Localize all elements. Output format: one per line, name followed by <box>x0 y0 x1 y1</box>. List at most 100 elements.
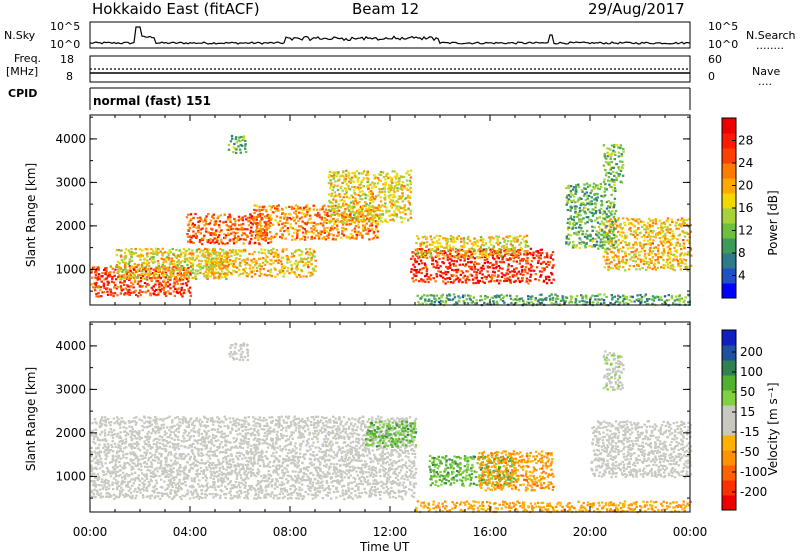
data-cell <box>652 239 655 242</box>
data-cell <box>634 241 638 244</box>
data-cell <box>312 225 315 228</box>
data-cell <box>540 298 543 301</box>
data-cell <box>96 490 99 493</box>
data-cell <box>550 271 553 275</box>
data-cell <box>495 250 498 253</box>
data-cell <box>165 274 169 277</box>
data-cell <box>147 430 150 433</box>
data-cell <box>633 225 636 228</box>
data-cell <box>660 242 663 245</box>
data-cell <box>676 218 680 221</box>
data-cell <box>187 213 190 216</box>
data-cell <box>140 436 144 439</box>
data-cell <box>649 244 652 247</box>
data-cell <box>457 235 461 238</box>
data-cell <box>660 298 663 302</box>
data-cell <box>574 210 577 213</box>
data-cell <box>138 430 141 433</box>
data-cell <box>200 254 204 257</box>
data-cell <box>215 259 218 262</box>
data-cell <box>601 241 604 244</box>
data-cell <box>592 188 596 191</box>
data-cell <box>158 446 161 449</box>
data-cell <box>228 219 232 222</box>
data-cell <box>612 256 615 259</box>
data-cell <box>224 220 228 223</box>
data-cell <box>470 253 474 256</box>
data-cell <box>357 193 360 197</box>
data-cell <box>550 281 553 284</box>
data-cell <box>629 229 633 232</box>
data-cell <box>119 436 123 439</box>
data-cell <box>371 220 375 223</box>
data-cell <box>263 252 266 255</box>
data-cell <box>591 237 595 240</box>
data-cell <box>605 236 609 239</box>
data-cell <box>160 492 164 495</box>
data-cell <box>243 228 247 231</box>
data-cell <box>322 237 325 240</box>
data-cell <box>336 172 339 175</box>
data-cell <box>161 473 164 476</box>
data-cell <box>141 477 144 480</box>
data-cell <box>146 248 149 251</box>
data-cell <box>252 266 255 269</box>
data-cell <box>531 295 534 298</box>
data-cell <box>219 265 222 268</box>
data-cell <box>656 232 659 235</box>
data-cell <box>526 301 529 304</box>
data-cell <box>535 266 539 269</box>
data-cell <box>147 283 150 287</box>
data-cell <box>673 255 676 258</box>
data-cell <box>169 278 172 281</box>
data-cell <box>138 418 141 421</box>
data-cell <box>492 237 495 240</box>
data-cell <box>97 268 100 271</box>
nsky-label: N.Sky <box>4 29 36 42</box>
data-cell <box>611 210 614 213</box>
data-cell <box>591 240 595 243</box>
data-cell <box>342 215 345 218</box>
data-cell <box>129 285 133 288</box>
data-cell <box>574 299 578 302</box>
data-cell <box>461 296 465 299</box>
data-cell <box>248 242 251 245</box>
data-cell <box>471 256 475 259</box>
data-cell <box>123 258 126 261</box>
data-cell <box>668 231 671 234</box>
data-cell <box>127 262 131 266</box>
data-cell <box>369 193 373 196</box>
data-cell <box>616 297 620 300</box>
data-cell <box>272 236 275 239</box>
data-cell <box>585 191 589 194</box>
data-cell <box>128 267 132 270</box>
data-cell <box>167 257 171 260</box>
data-cell <box>472 296 475 299</box>
data-cell <box>99 451 103 454</box>
data-cell <box>121 488 125 491</box>
data-cell <box>673 269 676 272</box>
data-cell <box>130 437 134 441</box>
data-cell <box>128 274 131 277</box>
data-cell <box>155 430 158 433</box>
data-cell <box>470 274 474 277</box>
data-cell <box>97 452 100 456</box>
data-cell <box>386 220 389 224</box>
data-cell <box>216 239 219 242</box>
data-cell <box>607 176 611 179</box>
data-cell <box>155 294 158 297</box>
data-cell <box>473 260 477 264</box>
data-cell <box>217 264 220 267</box>
data-cell <box>269 218 273 221</box>
data-cell <box>341 174 344 177</box>
data-cell <box>566 194 569 197</box>
data-cell <box>190 224 194 227</box>
data-cell <box>164 463 167 466</box>
data-cell <box>439 265 442 268</box>
data-cell <box>452 274 455 277</box>
data-cell <box>166 442 170 445</box>
data-cell <box>480 266 483 270</box>
data-cell <box>537 259 540 262</box>
data-cell <box>132 286 135 289</box>
data-cell <box>678 297 681 301</box>
